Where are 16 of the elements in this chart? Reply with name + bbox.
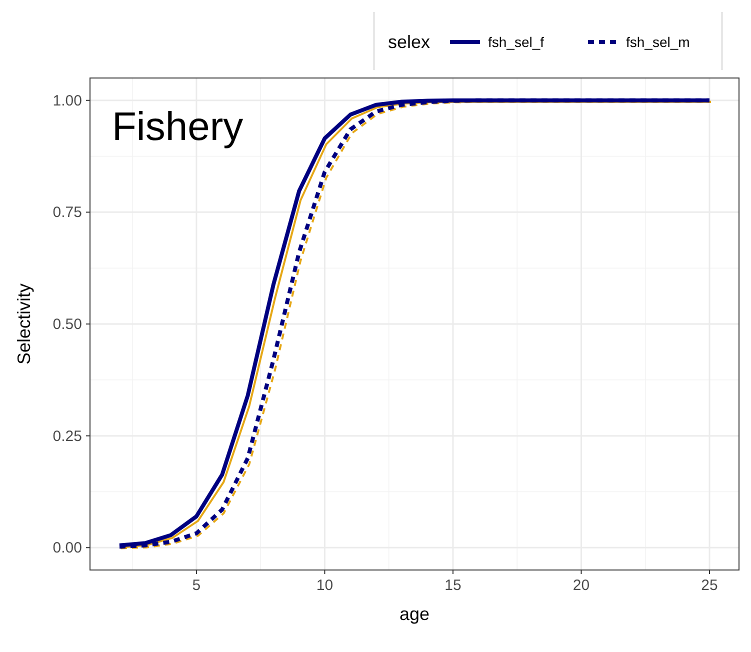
y-tick-label: 0.50 (52, 316, 82, 333)
x-tick-label: 25 (701, 577, 718, 594)
x-tick-label: 10 (316, 577, 334, 594)
legend-label: fsh_sel_m (626, 34, 690, 50)
x-axis-title: age (399, 604, 430, 624)
annotation: Fishery (112, 105, 244, 149)
y-tick-label: 0.00 (52, 540, 82, 557)
x-tick-label: 20 (572, 577, 590, 594)
legend-label: fsh_sel_f (488, 34, 544, 50)
y-tick-label: 0.25 (52, 428, 82, 445)
x-tick-label: 15 (444, 577, 462, 594)
y-tick-label: 1.00 (52, 92, 82, 110)
x-tick-label: 5 (192, 577, 201, 594)
y-tick-label: 0.75 (52, 204, 82, 222)
y-axis-title: Selectivity (14, 283, 34, 365)
legend-title: selex (388, 32, 430, 52)
